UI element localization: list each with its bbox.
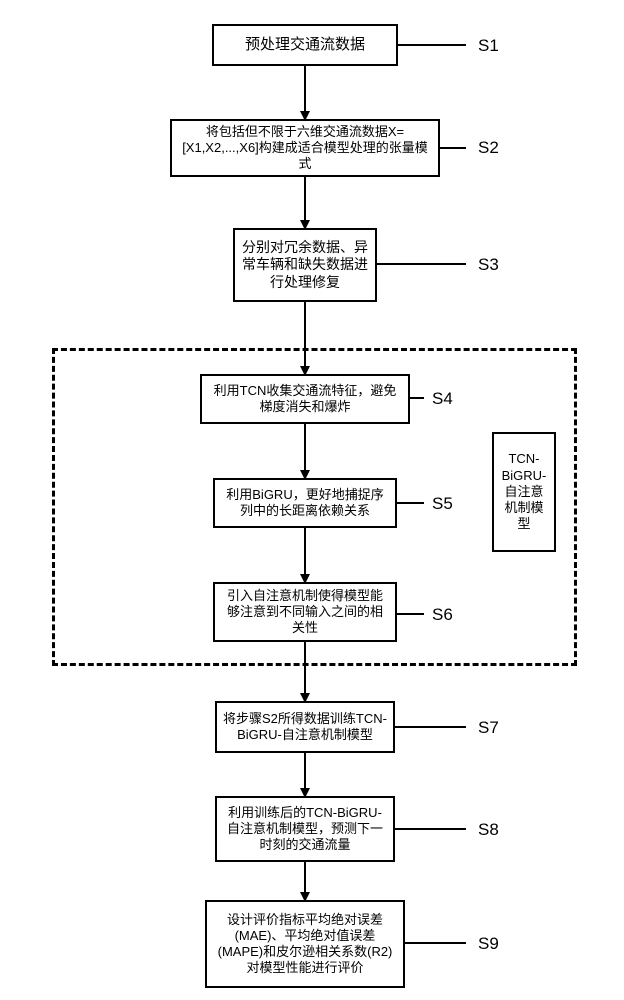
connectors: [0, 0, 624, 1000]
flowchart-canvas: 预处理交通流数据 将包括但不限于六维交通流数据X=[X1,X2,...,X6]构…: [0, 0, 624, 1000]
